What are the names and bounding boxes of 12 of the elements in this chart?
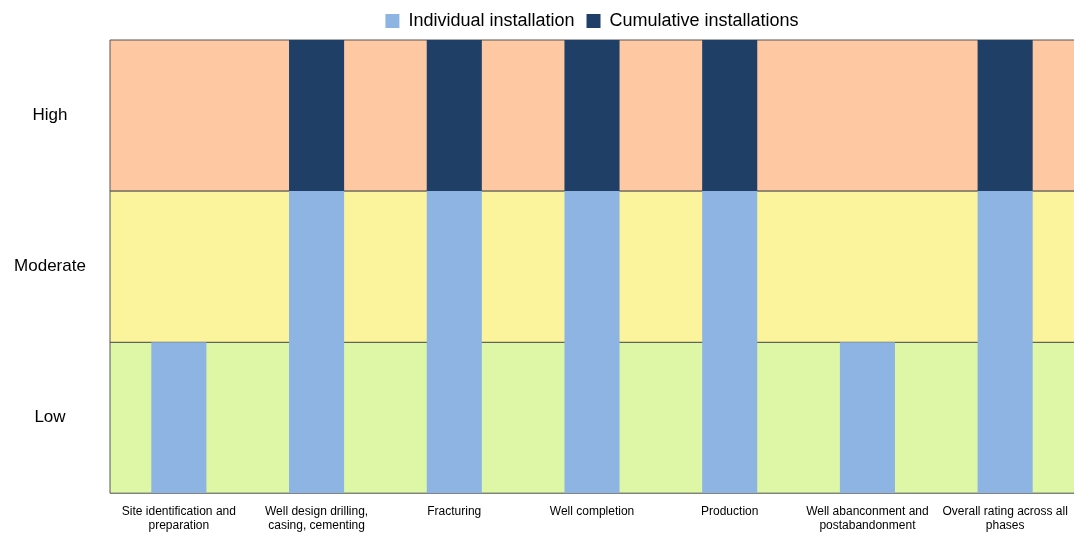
x-tick-label: Production <box>701 503 759 518</box>
band-label: Low <box>34 407 67 427</box>
x-tick-label: Well completion <box>549 503 635 518</box>
x-tick-label: Fracturing <box>427 503 482 518</box>
band-label: Moderate <box>14 256 86 276</box>
band-label: High <box>32 105 68 125</box>
x-tick-label: Overall rating across all phases <box>942 503 1068 533</box>
legend-label: Cumulative installations <box>609 9 799 30</box>
x-tick-label: Well abanconment and postabandonment <box>806 503 929 533</box>
x-tick-label: Site identification and preparation <box>121 503 236 533</box>
x-tick-label: Well design drilling, casing, cementing <box>264 503 369 533</box>
legend-label: Individual installation <box>408 9 575 30</box>
